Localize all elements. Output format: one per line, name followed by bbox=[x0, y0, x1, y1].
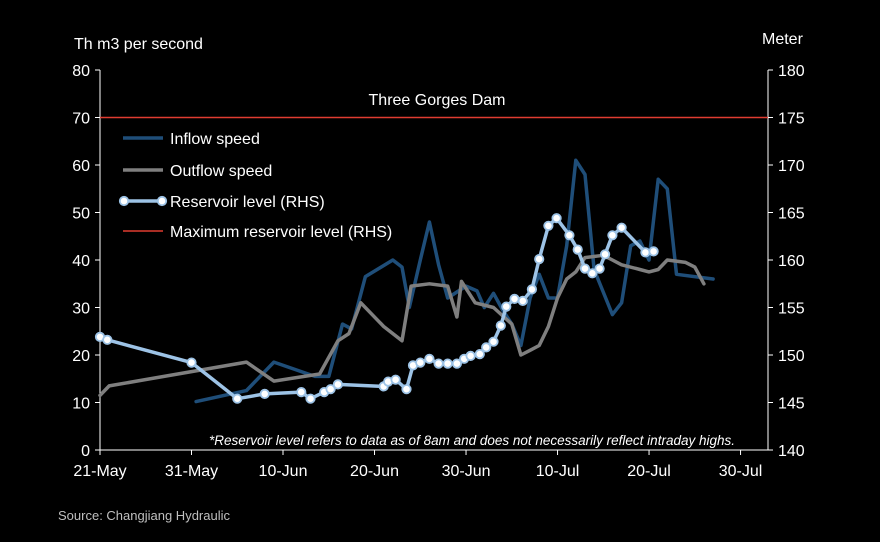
legend-label-reservoir-level-rhs: Reservoir level (RHS) bbox=[170, 194, 325, 211]
right-tick-label: 165 bbox=[778, 206, 805, 223]
right-axis-ticks: 140 145 150 155 160 165 170 175 180 bbox=[768, 63, 805, 460]
reservoir-level-point bbox=[186, 357, 197, 368]
reservoir-level-point bbox=[442, 358, 453, 369]
left-tick-label: 40 bbox=[72, 253, 90, 270]
reservoir-level-point bbox=[433, 358, 444, 369]
left-axis-unit-label: Th m3 per second bbox=[74, 36, 203, 53]
reservoir-level-point bbox=[607, 230, 618, 241]
left-tick-label: 0 bbox=[81, 443, 90, 460]
left-tick-label: 10 bbox=[72, 396, 90, 413]
chart-annotation: *Reservoir level refers to data as of 8a… bbox=[209, 433, 735, 448]
reservoir-level-point bbox=[325, 384, 336, 395]
reservoir-level-point bbox=[572, 244, 583, 255]
x-tick-label: 21-May bbox=[73, 463, 126, 480]
chart-title: Three Gorges Dam bbox=[369, 92, 506, 109]
x-tick-label: 10-Jul bbox=[536, 463, 580, 480]
reservoir-level-point bbox=[526, 284, 538, 295]
reservoir-level-point bbox=[451, 358, 462, 369]
legend-label-maximum-reservoir-level-rhs: Maximum reservoir level (RHS) bbox=[170, 224, 392, 241]
left-tick-label: 80 bbox=[72, 63, 90, 80]
right-tick-label: 170 bbox=[778, 158, 805, 175]
right-axis-unit-label: Meter bbox=[762, 31, 804, 48]
legend-label-outflow-speed: Outflow speed bbox=[170, 163, 272, 180]
reservoir-level-point bbox=[616, 222, 627, 233]
x-tick-label: 31-May bbox=[165, 463, 218, 480]
reservoir-level-point bbox=[424, 353, 435, 364]
left-axis-ticks: 0 10 20 30 40 50 60 70 80 bbox=[72, 63, 100, 460]
reservoir-level-point bbox=[509, 293, 520, 304]
reservoir-level-point bbox=[564, 230, 575, 241]
right-tick-label: 155 bbox=[778, 301, 805, 318]
x-tick-label: 20-Jul bbox=[627, 463, 671, 480]
right-tick-label: 150 bbox=[778, 348, 805, 365]
reservoir-level-point bbox=[488, 336, 499, 347]
reservoir-level-point bbox=[495, 320, 506, 331]
x-tick-label: 30-Jun bbox=[442, 463, 491, 480]
reservoir-level-point bbox=[534, 254, 545, 265]
legend-marker bbox=[118, 195, 130, 207]
right-tick-label: 145 bbox=[778, 396, 805, 413]
reservoir-level-point bbox=[415, 357, 426, 368]
left-tick-label: 60 bbox=[72, 158, 90, 175]
right-tick-label: 140 bbox=[778, 443, 805, 460]
left-tick-label: 30 bbox=[72, 301, 90, 318]
reservoir-level-point bbox=[517, 295, 528, 306]
reservoir-level-point bbox=[481, 342, 492, 353]
reservoir-level-point bbox=[594, 263, 605, 274]
reservoir-level-point bbox=[332, 379, 343, 390]
right-tick-label: 160 bbox=[778, 253, 805, 270]
reservoir-level-point bbox=[259, 388, 270, 399]
reservoir-level-point bbox=[640, 247, 651, 258]
series-layer bbox=[94, 116, 768, 404]
reservoir-level-point bbox=[232, 393, 243, 404]
reservoir-level-point bbox=[102, 334, 113, 345]
reservoir-level-point bbox=[465, 350, 476, 361]
legend-label-inflow-speed: Inflow speed bbox=[170, 131, 260, 148]
reservoir-level-point bbox=[296, 386, 307, 398]
reservoir-level-point bbox=[648, 246, 659, 257]
reservoir-level-point bbox=[599, 249, 611, 260]
reservoir-level-point bbox=[501, 301, 512, 312]
left-tick-label: 50 bbox=[72, 206, 90, 223]
legend-marker bbox=[156, 195, 168, 207]
source-note: Source: Changjiang Hydraulic bbox=[58, 508, 230, 523]
reservoir-level-point bbox=[305, 393, 316, 404]
legend: Inflow speed Outflow speed Reservoir level… bbox=[118, 131, 392, 241]
reservoir-level-point bbox=[401, 384, 412, 395]
reservoir-level-point bbox=[474, 348, 485, 360]
left-tick-label: 20 bbox=[72, 348, 90, 365]
x-tick-label: 10-Jun bbox=[259, 463, 308, 480]
left-tick-label: 70 bbox=[72, 111, 90, 128]
x-tick-label: 30-Jul bbox=[719, 463, 763, 480]
reservoir-level-point bbox=[551, 213, 562, 224]
reservoir-level-point bbox=[390, 374, 401, 385]
right-tick-label: 180 bbox=[778, 63, 805, 80]
x-tick-label: 20-Jun bbox=[350, 463, 399, 480]
x-axis-ticks: 21-May 31-May 10-Jun 20-Jun 30-Jun 10-Jul 20-J… bbox=[73, 450, 762, 480]
right-tick-label: 175 bbox=[778, 111, 805, 128]
reservoir-level-point bbox=[579, 263, 591, 274]
reservoir-level-point bbox=[587, 268, 598, 279]
outflow-speed-line bbox=[98, 253, 706, 398]
reservoir-level-point bbox=[543, 220, 554, 231]
